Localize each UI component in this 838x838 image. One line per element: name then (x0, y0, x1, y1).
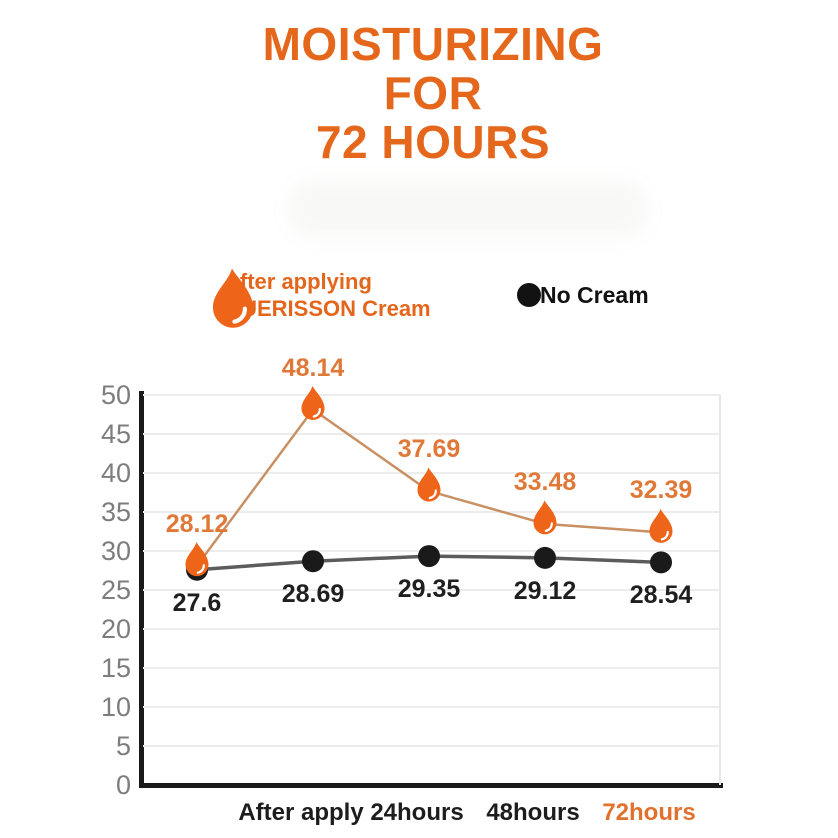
x-tick-label-72hours: 72hours (602, 799, 696, 826)
gridline-20 (143, 628, 720, 630)
circle-marker-2 (418, 545, 440, 568)
y-tick-label-25: 25 (100, 575, 131, 605)
gridline-45 (143, 433, 720, 435)
page-title: MOISTURIZING FOR 72 HOURS (14, 20, 838, 167)
value-label-nocream-3: 29.12 (513, 576, 577, 605)
circle-marker-1 (302, 550, 324, 573)
legend-label-cream-line1: After applying (224, 269, 372, 294)
plot-right-border (719, 395, 721, 785)
y-axis-line (139, 391, 144, 787)
gridline-35 (143, 511, 720, 513)
circle-marker-4 (650, 551, 672, 574)
gridline-50 (143, 394, 720, 396)
x-tick-label-48hours: 48hours (486, 799, 580, 826)
y-tick-label-35: 35 (100, 497, 131, 527)
gridline-15 (143, 667, 720, 669)
y-tick-label-30: 30 (100, 536, 131, 566)
y-tick-label-40: 40 (100, 458, 131, 488)
droplet-marker-2 (417, 467, 441, 502)
value-label-cream-4: 32.39 (629, 476, 693, 505)
y-tick-label-5: 5 (115, 731, 131, 761)
legend-item-cream: After applying GUERISSON Cream (212, 268, 431, 328)
y-tick-label-0: 0 (115, 770, 131, 800)
legend-label-cream: After applying GUERISSON Cream (224, 268, 431, 322)
title-line-2: FOR (383, 67, 483, 119)
y-tick-label-45: 45 (100, 419, 131, 449)
value-label-cream-1: 48.14 (281, 353, 345, 382)
y-tick-label-10: 10 (100, 692, 131, 722)
y-tick-label-50: 50 (100, 380, 131, 410)
value-label-cream-3: 33.48 (513, 467, 577, 496)
x-tick-label-24hours: 24hours (370, 799, 464, 826)
value-label-cream-2: 37.69 (397, 435, 461, 464)
title-shadow-smudge (288, 180, 648, 238)
value-label-nocream-4: 28.54 (629, 581, 693, 610)
title-line-1: MOISTURIZING (262, 18, 604, 70)
legend-label-nocream: No Cream (540, 282, 649, 308)
x-axis-line (139, 783, 723, 788)
gridline-5 (143, 745, 720, 747)
value-label-nocream-0: 27.6 (172, 588, 222, 617)
dot-icon (517, 283, 541, 307)
droplet-marker-4 (649, 508, 673, 543)
y-tick-label-20: 20 (100, 614, 131, 644)
circle-marker-3 (534, 546, 556, 569)
droplet-marker-3 (533, 500, 557, 535)
legend-item-nocream: No Cream (516, 282, 649, 309)
legend-label-cream-line2: GUERISSON Cream (224, 296, 431, 321)
value-label-nocream-1: 28.69 (281, 580, 345, 609)
droplet-marker-1 (301, 386, 325, 421)
x-tick-label-After apply: After apply (238, 799, 364, 826)
title-line-3: 72 HOURS (315, 116, 551, 168)
y-tick-label-15: 15 (100, 653, 131, 683)
gridline-25 (143, 589, 720, 591)
gridline-10 (143, 706, 720, 708)
value-label-nocream-2: 29.35 (397, 575, 461, 604)
droplet-marker-0 (185, 542, 209, 577)
droplet-icon (212, 268, 254, 328)
value-label-cream-0: 28.12 (165, 509, 229, 538)
